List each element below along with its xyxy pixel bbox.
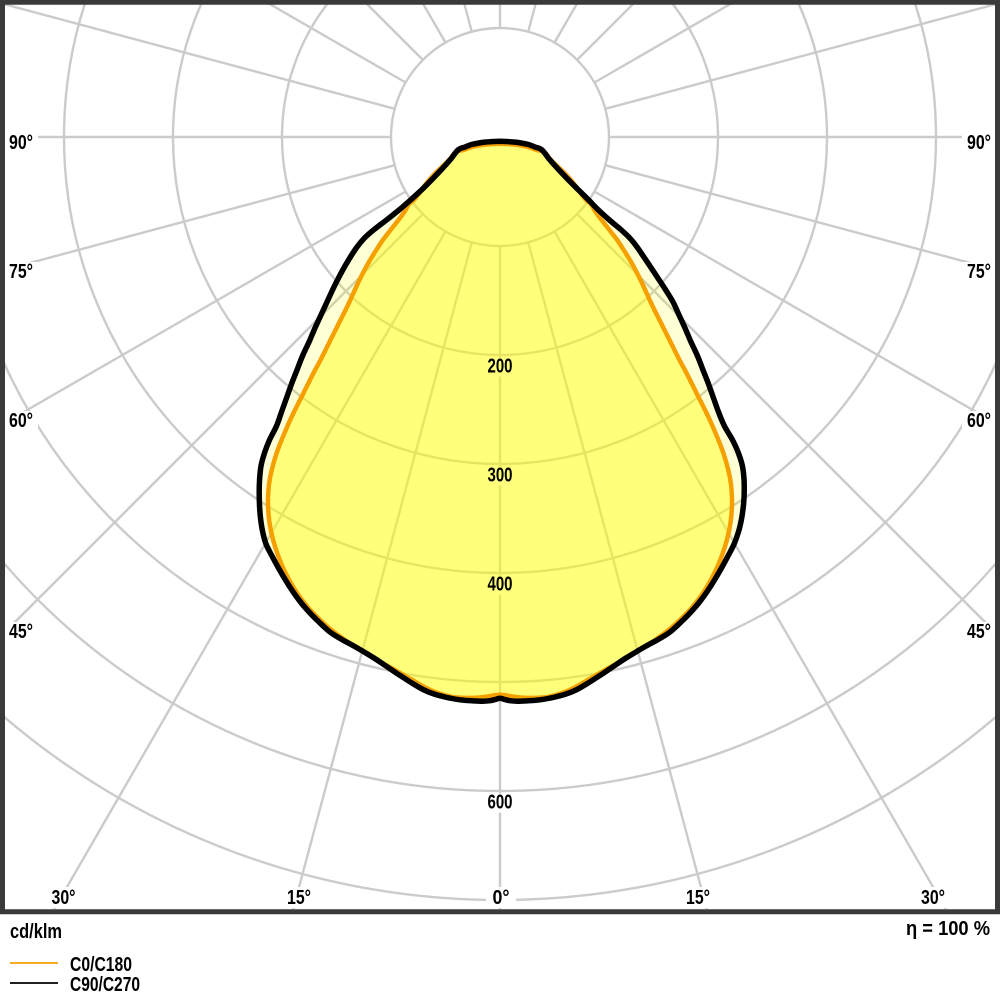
svg-text:200: 200	[488, 356, 513, 378]
svg-text:15°: 15°	[287, 887, 311, 909]
svg-text:300: 300	[488, 465, 513, 487]
svg-text:60°: 60°	[9, 410, 33, 432]
svg-text:30°: 30°	[52, 887, 76, 909]
svg-text:45°: 45°	[967, 621, 991, 643]
svg-text:15°: 15°	[686, 887, 710, 909]
svg-text:90°: 90°	[9, 132, 33, 154]
svg-text:cd/klm: cd/klm	[10, 921, 62, 943]
svg-text:0°: 0°	[493, 887, 510, 909]
svg-text:45°: 45°	[9, 621, 33, 643]
svg-text:30°: 30°	[921, 887, 945, 909]
svg-text:η = 100 %: η = 100 %	[906, 918, 990, 940]
svg-text:60°: 60°	[967, 410, 991, 432]
svg-text:C0/C180: C0/C180	[70, 954, 132, 976]
svg-text:400: 400	[488, 574, 513, 596]
svg-text:90°: 90°	[967, 132, 991, 154]
svg-text:75°: 75°	[967, 261, 991, 283]
svg-text:C90/C270: C90/C270	[70, 974, 140, 996]
svg-text:600: 600	[488, 792, 513, 814]
svg-text:75°: 75°	[9, 261, 33, 283]
